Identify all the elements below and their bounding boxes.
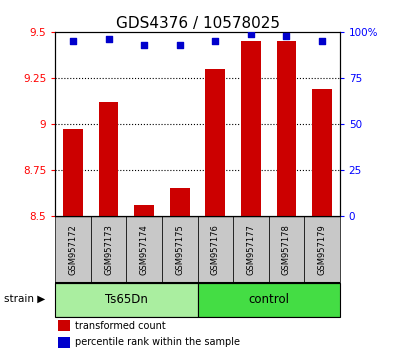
Text: GSM957179: GSM957179 <box>318 224 326 275</box>
Point <box>283 33 290 38</box>
Bar <box>198 283 340 317</box>
Bar <box>276 41 296 216</box>
Bar <box>99 102 118 216</box>
Bar <box>198 216 233 283</box>
Text: GSM957177: GSM957177 <box>246 224 255 275</box>
Bar <box>58 320 70 331</box>
Text: GSM957173: GSM957173 <box>104 224 113 275</box>
Text: GSM957175: GSM957175 <box>175 224 184 275</box>
Text: control: control <box>248 293 289 307</box>
Text: GSM957172: GSM957172 <box>69 224 77 275</box>
Text: strain ▶: strain ▶ <box>4 294 45 304</box>
Bar <box>312 89 332 216</box>
Text: GSM957178: GSM957178 <box>282 224 291 275</box>
Text: transformed count: transformed count <box>75 320 166 331</box>
Bar <box>58 337 70 348</box>
Bar <box>91 216 126 283</box>
Bar <box>241 41 261 216</box>
Point <box>212 38 218 44</box>
Point <box>177 42 183 47</box>
Bar <box>162 216 198 283</box>
Title: GDS4376 / 10578025: GDS4376 / 10578025 <box>115 16 280 31</box>
Text: Ts65Dn: Ts65Dn <box>105 293 148 307</box>
Point <box>319 38 325 44</box>
Bar <box>63 129 83 216</box>
Bar <box>304 216 340 283</box>
Point <box>70 38 76 44</box>
Point <box>141 42 147 47</box>
Bar <box>55 283 198 317</box>
Point <box>105 36 112 42</box>
Bar <box>170 188 190 216</box>
Bar <box>269 216 304 283</box>
Bar <box>134 205 154 216</box>
Bar <box>126 216 162 283</box>
Bar <box>233 216 269 283</box>
Text: percentile rank within the sample: percentile rank within the sample <box>75 337 240 347</box>
Bar <box>55 216 91 283</box>
Point <box>248 31 254 36</box>
Bar <box>205 69 225 216</box>
Text: GSM957176: GSM957176 <box>211 224 220 275</box>
Text: GSM957174: GSM957174 <box>140 224 149 275</box>
